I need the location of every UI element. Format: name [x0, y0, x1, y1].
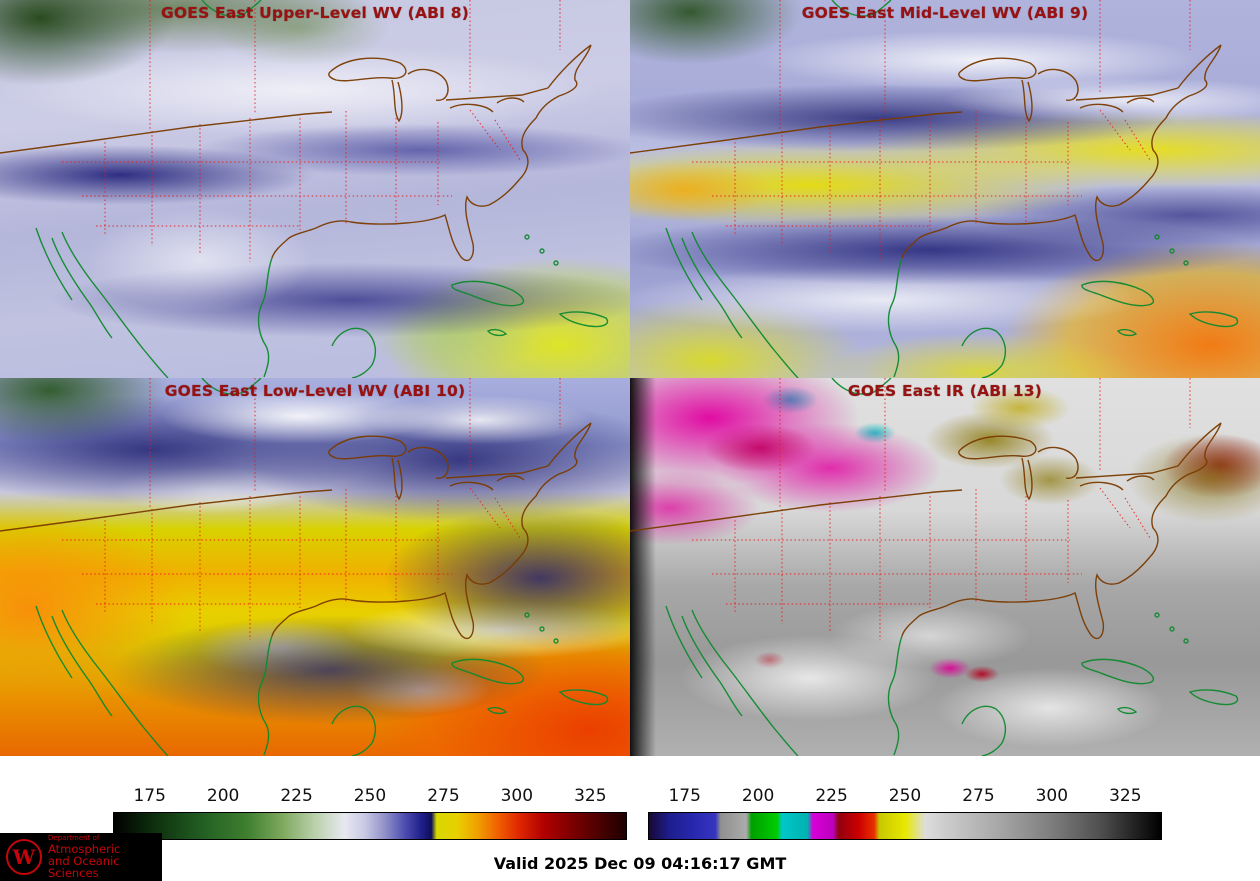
uw-aos-logo: W Department of Atmospheric and Oceanic …: [0, 833, 162, 881]
valid-time-label: Valid 2025 Dec 09 04:16:17 GMT: [493, 854, 787, 873]
panel-title-abi9: GOES East Mid-Level WV (ABI 9): [801, 4, 1089, 22]
panel-title-abi13: GOES East IR (ABI 13): [847, 382, 1043, 400]
ir-colorbar-ticks: 175 200 225 250 275 300 325: [648, 786, 1162, 812]
ir-colorbar-gradient: [648, 812, 1162, 840]
tick-label: 250: [353, 786, 387, 806]
tick-label: 200: [206, 786, 240, 806]
tick-label: 300: [500, 786, 534, 806]
uw-crest-icon: W: [6, 839, 42, 875]
panel-title-abi8: GOES East Upper-Level WV (ABI 8): [160, 4, 470, 22]
wv-colorbar-group: 175 200 225 250 275 300 325: [113, 786, 627, 840]
tick-label: 325: [1109, 786, 1142, 806]
satellite-panel-grid: GOES East Upper-Level WV (ABI 8) GOES Ea…: [0, 0, 1260, 756]
satellite-imagery-abi9: [630, 0, 1260, 378]
logo-text: Department of Atmospheric and Oceanic Sc…: [48, 834, 162, 880]
panel-mid-level-wv: GOES East Mid-Level WV (ABI 9): [630, 0, 1260, 378]
wv-colorbar-ticks: 175 200 225 250 275 300 325: [113, 786, 627, 812]
map-boundaries-overlay: [0, 0, 609, 378]
logo-department-of: Department of: [48, 834, 100, 843]
tick-label: 325: [574, 786, 607, 806]
tick-label: 275: [962, 786, 995, 806]
tick-label: 225: [815, 786, 848, 806]
wv-colorbar-gradient: [113, 812, 627, 840]
panel-upper-level-wv: GOES East Upper-Level WV (ABI 8): [0, 0, 630, 378]
logo-line2: and Oceanic Sciences: [48, 853, 120, 880]
logo-line1: Atmospheric: [48, 841, 121, 856]
panel-low-level-wv: GOES East Low-Level WV (ABI 10): [0, 378, 630, 756]
satellite-imagery-abi10: [0, 378, 630, 756]
tick-label: 225: [280, 786, 313, 806]
tick-label: 200: [741, 786, 775, 806]
panel-infrared: GOES East IR (ABI 13): [630, 378, 1260, 756]
satellite-imagery-abi13: [630, 378, 1260, 756]
tick-label: 250: [888, 786, 922, 806]
ir-colorbar-group: 175 200 225 250 275 300 325: [648, 786, 1162, 840]
tick-label: 300: [1035, 786, 1069, 806]
tick-label: 175: [668, 786, 701, 806]
map-boundaries-overlay: [630, 378, 1239, 756]
crest-letter: W: [12, 845, 36, 869]
map-boundaries-overlay: [0, 378, 609, 756]
satellite-imagery-abi8: [0, 0, 630, 378]
map-boundaries-overlay: [630, 0, 1239, 378]
tick-label: 275: [427, 786, 460, 806]
tick-label: 175: [133, 786, 166, 806]
bottom-strip: 175 200 225 250 275 300 325 175 200 225 …: [0, 756, 1260, 881]
panel-title-abi10: GOES East Low-Level WV (ABI 10): [164, 382, 466, 400]
